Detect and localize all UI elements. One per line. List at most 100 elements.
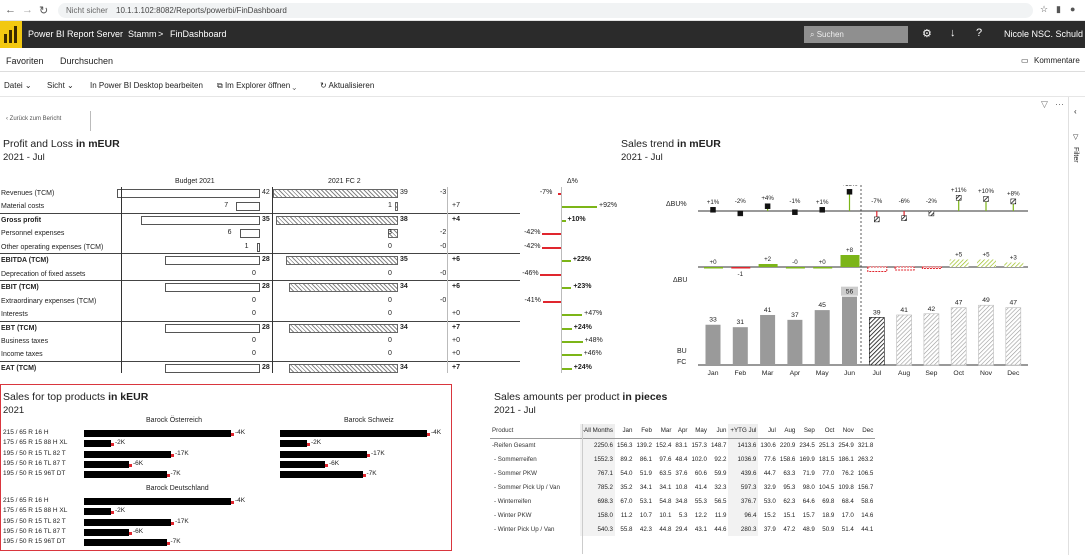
- abs-bar: [867, 266, 888, 272]
- app-name[interactable]: Power BI Report Server: [28, 29, 124, 39]
- table-cell: 106.5: [857, 469, 874, 477]
- tab-browse[interactable]: Durchsuchen: [60, 56, 114, 66]
- column-header[interactable]: Mar: [653, 424, 674, 439]
- amounts-subtitle: 2021 - Jul: [494, 405, 536, 416]
- bu-bar: [732, 327, 748, 365]
- column-header[interactable]: Feb: [634, 424, 654, 439]
- user-name[interactable]: Nicole NSC. Schuld: [1004, 29, 1084, 39]
- visual-filter-icon[interactable]: ▽: [1041, 99, 1048, 109]
- url-bar[interactable]: Nicht sicher 10.1.1.102:8082/Reports/pow…: [58, 3, 1033, 18]
- table-row[interactable]: - Sommer PKW 767.1 54.0 51.9 63.5 37.6 60.6 59.…: [490, 466, 875, 480]
- table-cell: 44.7: [763, 469, 776, 477]
- bar-value-label: 41: [764, 307, 772, 314]
- bu-bar: [705, 324, 721, 365]
- comments-button[interactable]: Kommentare: [1034, 56, 1080, 65]
- abs-bar: [840, 255, 860, 267]
- back-arrow-icon[interactable]: ←: [5, 4, 16, 16]
- help-icon[interactable]: ?: [976, 27, 983, 39]
- month-label: Sep: [925, 370, 937, 377]
- pct-label: -7%: [871, 198, 883, 205]
- search-placeholder: Suchen: [816, 30, 844, 39]
- table-cell: 37.6: [675, 469, 688, 477]
- row-label: -Reifen Gesamt: [492, 441, 536, 449]
- column-header[interactable]: May: [689, 424, 709, 439]
- pl-pct-value: +24%: [573, 364, 592, 371]
- month-label: Jan: [708, 370, 719, 377]
- top-product-label: 195 / 50 R 16 TL 87 T: [3, 527, 66, 535]
- comment-icon[interactable]: ▭: [1021, 56, 1029, 65]
- abs-bar: [731, 267, 751, 269]
- top-delta-marker: [325, 463, 328, 467]
- column-header[interactable]: Aug: [777, 424, 798, 439]
- gear-icon[interactable]: ⚙: [922, 28, 932, 40]
- table-cell: 1413.6: [728, 438, 759, 452]
- search-input[interactable]: ⌕ Suchen: [804, 26, 908, 43]
- table-row[interactable]: - Winter PKW 158.0 11.2 10.7 10.1 5.3 12.2 11.9…: [490, 508, 875, 522]
- filter-pane-collapsed[interactable]: ‹ ▽ Filter: [1068, 97, 1085, 555]
- table-cell: 63.3: [783, 469, 796, 477]
- pl-fc-bar: [273, 189, 398, 198]
- chevron-left-icon[interactable]: ‹: [1074, 107, 1077, 116]
- table-row[interactable]: - Sommerreifen 1552.3 89.2 86.1 97.6 48.4 102.…: [490, 452, 875, 466]
- table-row[interactable]: -Reifen Gesamt 2250.6 156.3 139.2 152.4 83.1 1…: [490, 438, 875, 452]
- month-label: Aug: [898, 370, 910, 377]
- top-products-panel: [0, 384, 452, 551]
- top-delta-marker: [367, 453, 370, 457]
- column-header[interactable]: Sep: [797, 424, 817, 439]
- table-row[interactable]: - Winter Pick Up / Van 540.3 55.8 42.3 44.8 2…: [490, 522, 875, 536]
- top-delta-label: -6K: [329, 459, 340, 467]
- file-menu[interactable]: Datei ⌄: [4, 81, 32, 90]
- top-bar: [84, 508, 111, 516]
- column-header[interactable]: Product: [490, 424, 580, 439]
- top-product-label: 195 / 50 R 15 TL 82 T: [3, 449, 66, 457]
- column-header[interactable]: Oct: [816, 424, 837, 439]
- column-header[interactable]: Dec: [855, 424, 876, 439]
- column-header[interactable]: Jan: [614, 424, 635, 439]
- pl-row: Interests: [1, 311, 28, 318]
- table-row[interactable]: - Winterreifen 698.3 67.0 53.1 54.8 34.8 55.3 5…: [490, 494, 875, 508]
- column-header[interactable]: Apr: [673, 424, 690, 439]
- tab-favorites[interactable]: Favoriten: [6, 56, 44, 66]
- column-header[interactable]: -All Months: [580, 424, 615, 439]
- more-options-icon[interactable]: ⋯: [1055, 99, 1064, 109]
- bu-bar: [842, 296, 857, 365]
- column-header[interactable]: Nov: [836, 424, 856, 439]
- pl-fc-value: 1: [388, 202, 392, 209]
- pl-pct-bar: [542, 301, 561, 303]
- star-icon[interactable]: ☆: [1040, 4, 1049, 14]
- column-header[interactable]: Jul: [758, 424, 778, 439]
- abs-bar: [1004, 262, 1024, 267]
- report-toolbar: Datei ⌄ Sicht ⌄ In Power BI Desktop bear…: [0, 73, 1085, 97]
- refresh-button[interactable]: ↻ Aktualisieren: [320, 81, 375, 90]
- column-header[interactable]: +YTG Jul: [728, 424, 759, 439]
- abs-label: +3: [1010, 255, 1018, 262]
- table-cell: 280.3: [728, 522, 759, 536]
- profile-icon[interactable]: ●: [1070, 4, 1076, 14]
- column-header[interactable]: Jun: [708, 424, 729, 439]
- top-delta-label: -7K: [170, 470, 181, 478]
- table-cell: 11.9: [714, 511, 727, 519]
- forward-arrow-icon[interactable]: →: [22, 4, 33, 16]
- pl-fc-bar: [289, 283, 398, 292]
- table-cell: 34.1: [659, 483, 672, 491]
- pl-row-divider: [0, 361, 520, 362]
- edit-in-desktop-button[interactable]: In Power BI Desktop bearbeiten: [90, 81, 203, 90]
- reload-icon[interactable]: ↻: [39, 5, 49, 17]
- explorer-menu[interactable]: ⧉ Im Explorer öffnen ⌄: [217, 81, 297, 90]
- table-cell: 220.9: [779, 441, 796, 449]
- pl-delta-value: -0: [440, 243, 447, 250]
- pl-budget-value: 28: [262, 324, 270, 331]
- sidebar-icon[interactable]: ▮: [1056, 4, 1061, 14]
- back-to-report-button[interactable]: ‹ Zurück zum Bericht: [6, 116, 62, 122]
- table-row[interactable]: - Sommer Pick Up / Van 785.2 35.2 34.1 34.1 1…: [490, 480, 875, 494]
- pct-label: +10%: [978, 188, 994, 195]
- view-menu[interactable]: Sicht ⌄: [47, 81, 74, 90]
- top-bar: [84, 539, 167, 547]
- pl-pct-value: +24%: [573, 324, 592, 331]
- breadcrumb-root[interactable]: Stamm: [128, 29, 157, 39]
- abs-label: +5: [955, 252, 963, 259]
- pl-row-divider: [0, 280, 520, 281]
- table-cell: 17.0: [841, 511, 854, 519]
- top-product-label: 195 / 50 R 15 96T DT: [3, 538, 66, 546]
- download-icon[interactable]: ↓: [950, 27, 956, 39]
